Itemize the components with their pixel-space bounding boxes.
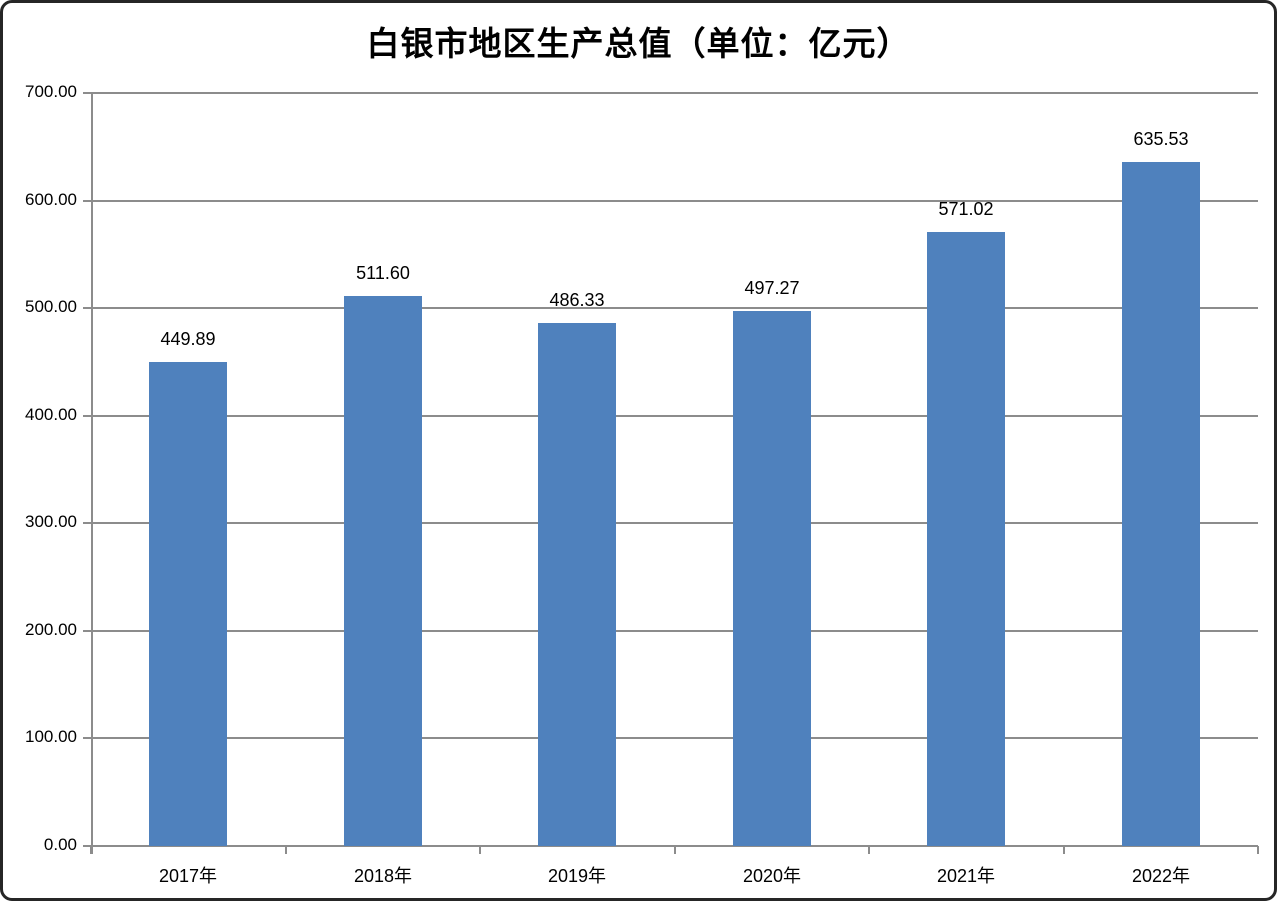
y-axis-label: 200.00 [25,620,77,639]
bar-value-label: 635.53 [1133,129,1189,149]
bar [149,362,227,846]
x-axis-label: 2017年 [158,866,218,886]
y-axis-tick [83,415,91,417]
x-axis-tick [479,846,481,854]
chart-title: 白银市地区生产总值（单位：亿元） [366,27,911,63]
x-axis-tick [1063,846,1065,854]
x-axis-label: 2022年 [1131,866,1191,886]
y-axis-label: 100.00 [25,727,77,746]
x-axis-label: 2021年 [936,866,996,886]
bar [927,232,1005,846]
plot-area [91,93,1258,846]
gridline [91,522,1258,524]
x-axis-tick [868,846,870,854]
y-axis-tick [83,307,91,309]
bar [733,311,811,846]
gridline [91,737,1258,739]
bar-value-label: 511.60 [356,263,410,283]
y-axis-label: 700.00 [25,82,77,101]
bar-value-label: 571.02 [938,199,994,219]
y-axis-tick [83,630,91,632]
y-axis-label: 300.00 [25,512,77,531]
bar [344,296,422,846]
gridline [91,92,1258,94]
gridline [91,630,1258,632]
x-axis-label: 2020年 [742,866,802,886]
y-axis-tick [83,200,91,202]
x-axis-label: 2018年 [353,866,413,886]
bar-value-label: 449.89 [160,329,216,349]
y-axis-tick [83,737,91,739]
bar [1122,162,1200,846]
bar-value-label: 486.33 [549,290,605,310]
y-axis-tick [83,92,91,94]
gridline [91,307,1258,309]
x-axis-label: 2019年 [547,866,607,886]
x-axis-tick [674,846,676,854]
x-axis-tick [285,846,287,854]
bar [538,323,616,846]
bar-value-label: 497.27 [744,278,800,298]
y-axis-label: 0.00 [43,835,77,854]
y-axis-label: 400.00 [25,405,77,424]
y-axis-label: 600.00 [25,190,77,209]
y-axis-tick [83,522,91,524]
x-axis-tick [1257,846,1259,854]
gridline [91,200,1258,202]
y-axis-label: 500.00 [25,297,77,316]
y-axis-line [91,93,93,854]
gridline [91,415,1258,417]
x-axis-tick [90,846,92,854]
y-axis-tick [83,845,91,847]
